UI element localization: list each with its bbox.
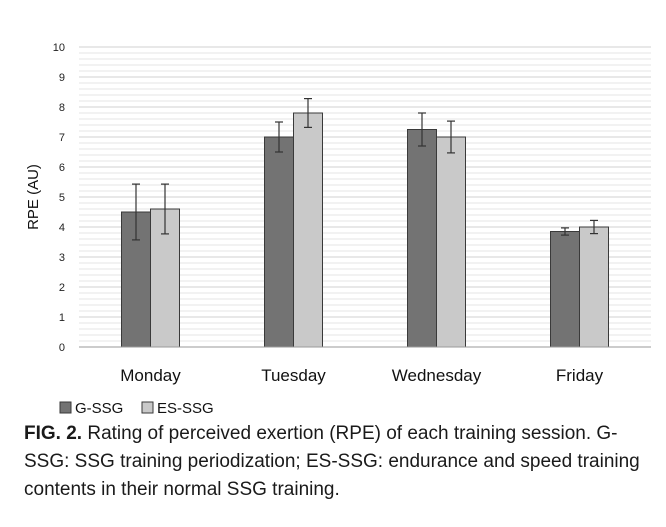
bar-g-ssg-friday	[550, 231, 580, 348]
y-tick-label: 6	[59, 162, 65, 174]
error-bar-g-ssg-wednesday	[418, 112, 426, 147]
error-bars	[132, 97, 598, 241]
chart: 0 1 2 3 4 5 6 7 8 9 10 Monday Tuesday Wednesday Frida…	[25, 42, 651, 417]
error-bar-es-ssg-monday	[161, 183, 169, 235]
y-tick-label: 0	[59, 342, 65, 354]
bar-es-ssg-tuesday	[293, 112, 323, 348]
y-tick-label: 10	[53, 42, 65, 54]
x-axis-categories: Monday Tuesday Wednesday Friday	[120, 366, 603, 385]
bars	[121, 112, 609, 348]
y-tick-label: 9	[59, 72, 65, 84]
bar-es-ssg-friday	[579, 226, 609, 348]
figure-caption: FIG. 2. Rating of perceived exertion (RP…	[24, 420, 654, 504]
legend-label-g-ssg: G-SSG	[75, 400, 123, 417]
error-bar-es-ssg-friday	[590, 219, 598, 235]
error-bar-g-ssg-tuesday	[275, 121, 283, 153]
bar-es-ssg-wednesday	[436, 136, 466, 348]
legend-label-es-ssg: ES-SSG	[157, 400, 214, 417]
y-tick-label: 3	[59, 252, 65, 264]
y-tick-label: 8	[59, 102, 65, 114]
figure-label: FIG. 2.	[24, 423, 83, 444]
legend-swatch-g-ssg	[59, 401, 72, 414]
x-category-label: Friday	[556, 366, 604, 385]
x-category-label: Wednesday	[392, 366, 482, 385]
x-category-label: Monday	[120, 366, 181, 385]
y-tick-label: 1	[59, 312, 65, 324]
legend-swatch-es-ssg	[141, 401, 154, 414]
y-tick-label: 5	[59, 192, 65, 204]
bar-g-ssg-wednesday	[407, 129, 437, 348]
error-bar-g-ssg-friday	[561, 227, 569, 236]
error-bar-es-ssg-tuesday	[304, 97, 312, 129]
y-tick-label: 7	[59, 132, 65, 144]
error-bar-es-ssg-wednesday	[447, 120, 455, 154]
y-tick-label: 2	[59, 282, 65, 294]
y-axis-ticks: 0 1 2 3 4 5 6 7 8 9 10	[53, 42, 65, 354]
legend: G-SSG ES-SSG	[59, 400, 214, 417]
error-bar-g-ssg-monday	[132, 183, 140, 241]
bar-g-ssg-tuesday	[264, 136, 294, 348]
y-axis-title: RPE (AU)	[25, 164, 42, 230]
y-tick-label: 4	[59, 222, 65, 234]
figure-caption-text: Rating of perceived exertion (RPE) of ea…	[24, 423, 640, 500]
x-category-label: Tuesday	[261, 366, 326, 385]
